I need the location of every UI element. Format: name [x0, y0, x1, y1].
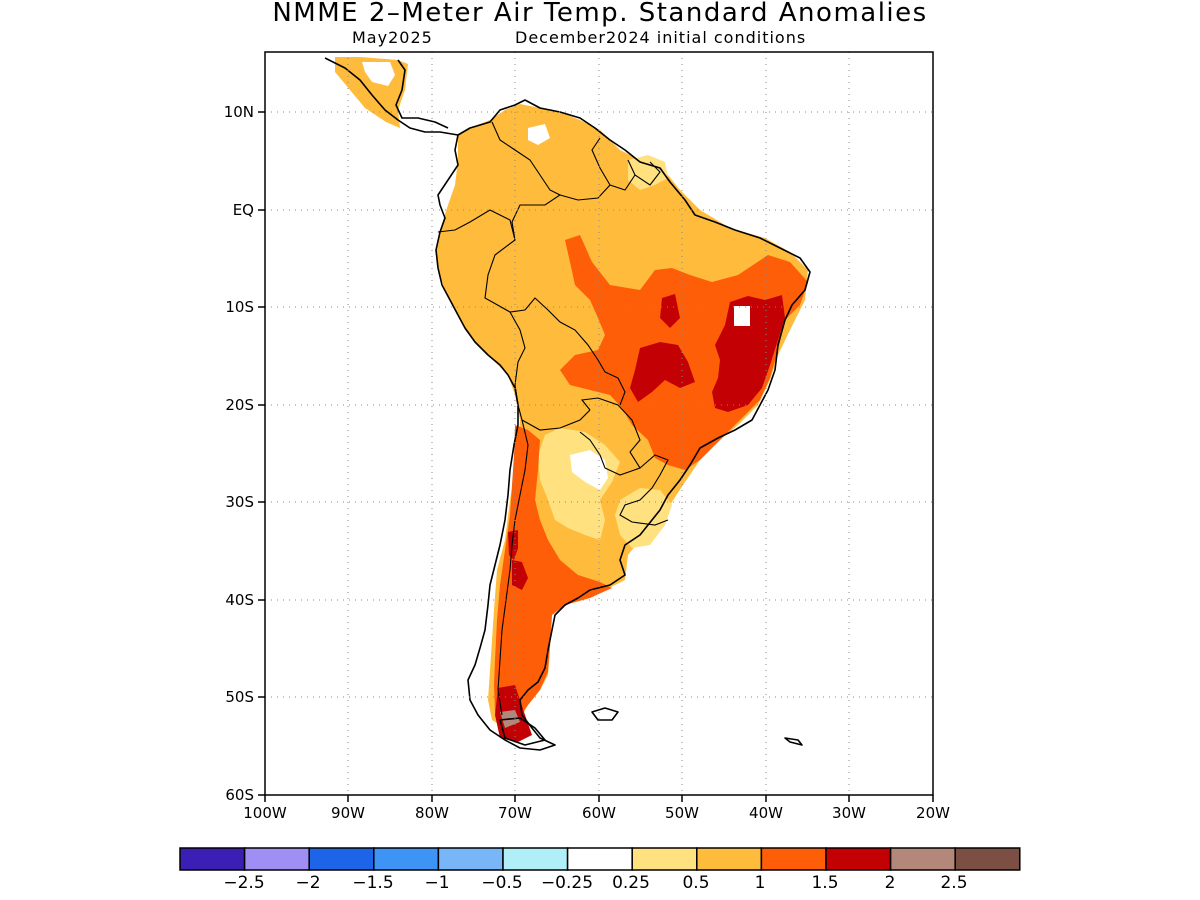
colorbar-swatch: [308, 847, 375, 871]
lon-label-50w: 50W: [665, 804, 699, 822]
colorbar: [179, 847, 1021, 871]
colorbar-label: −1.5: [352, 873, 394, 893]
anomaly-area-white-north: [528, 124, 550, 145]
lon-label-100w: 100W: [243, 804, 287, 822]
coastline-yucatan-caribbean: [395, 59, 449, 129]
lat-label-10n: 10N: [223, 103, 254, 121]
subtitle-month: May2025: [352, 28, 433, 47]
anomaly-area-chile-red-2: [512, 560, 528, 590]
colorbar-label: −1: [424, 873, 450, 893]
coastline-south-georgia: [784, 737, 803, 746]
colorbar-swatch: [437, 847, 504, 871]
lat-label-10s: 10S: [225, 298, 254, 316]
coastline-layer: [324, 57, 811, 751]
lat-label-40s: 40S: [225, 591, 254, 609]
coastline-tierra-del-fuego: [499, 717, 546, 746]
colorbar-label: −0.25: [540, 873, 594, 893]
anomaly-area-light-yellow-uruguay: [615, 488, 672, 548]
anomaly-area-light-yellow-north: [628, 155, 668, 190]
coastline-falklands: [591, 707, 619, 721]
border-layer: [437, 121, 669, 716]
colorbar-label: 1: [754, 873, 766, 893]
anomaly-fill-layer: [335, 57, 808, 742]
anomaly-area-bahia-red: [712, 295, 785, 412]
colorbar-swatch: [760, 847, 827, 871]
lon-label-70w: 70W: [498, 804, 532, 822]
coastline-central-america: [324, 57, 459, 136]
border-argentina-brazil-uruguay: [619, 454, 669, 526]
anomaly-area-goias-red: [630, 342, 695, 402]
colorbar-label: −0.5: [481, 873, 523, 893]
colorbar-label: 2: [884, 873, 896, 893]
colorbar-label: 2.5: [940, 873, 968, 893]
colorbar-label: −2: [295, 873, 321, 893]
colorbar-label: −2.5: [223, 873, 265, 893]
colorbar-swatch: [696, 847, 763, 871]
lon-label-20w: 20W: [916, 804, 950, 822]
axis-ticks: [258, 111, 934, 802]
colorbar-swatch: [825, 847, 892, 871]
border-guyana-suriname: [609, 159, 661, 191]
lon-label-60w: 60W: [582, 804, 616, 822]
colorbar-label: 0.25: [612, 873, 650, 893]
lat-label-60s: 60S: [225, 786, 254, 804]
border-colombia-venezuela: [491, 121, 562, 241]
lat-label-50s: 50S: [225, 688, 254, 706]
border-colombia-ecuador-peru: [437, 209, 526, 313]
coastline-south-america: [435, 99, 811, 751]
anomaly-area-brazil-dark-orange: [560, 235, 808, 470]
lat-label-30s: 30S: [225, 493, 254, 511]
colorbar-swatch: [179, 847, 246, 871]
anomaly-area-light-yellow-argentina: [538, 428, 620, 540]
colorbar-swatch: [566, 847, 633, 871]
colorbar-swatch: [502, 847, 569, 871]
colorbar-swatch: [954, 847, 1021, 871]
lat-label-eq: EQ: [232, 201, 254, 219]
anomaly-area-mato-grosso-red: [660, 294, 680, 328]
map-title: NMME 2–Meter Air Temp. Standard Anomalie…: [272, 0, 928, 28]
lon-label-80w: 80W: [415, 804, 449, 822]
anomaly-area-chile-red: [508, 530, 518, 560]
border-peru-brazil-bolivia: [524, 297, 626, 406]
border-chile-argentina: [497, 419, 529, 716]
lon-label-30w: 30W: [832, 804, 866, 822]
colorbar-swatch: [889, 847, 956, 871]
colorbar-swatch: [243, 847, 310, 871]
colorbar-label: 1.5: [811, 873, 839, 893]
colorbar-swatch: [373, 847, 440, 871]
lon-label-90w: 90W: [331, 804, 365, 822]
anomaly-area-andes-dark-orange: [494, 425, 612, 725]
colorbar-label: 0.5: [682, 873, 710, 893]
anomaly-area-central-america-white: [362, 62, 395, 86]
anomaly-area-white-bahia: [734, 306, 750, 326]
anomaly-area-south-america-base: [436, 104, 808, 728]
border-bolivia-paraguay: [579, 397, 641, 476]
subtitle-initial-conditions: December2024 initial conditions: [515, 28, 807, 47]
colorbar-swatch: [631, 847, 698, 871]
lon-label-40w: 40W: [749, 804, 783, 822]
lat-label-20s: 20S: [225, 396, 254, 414]
